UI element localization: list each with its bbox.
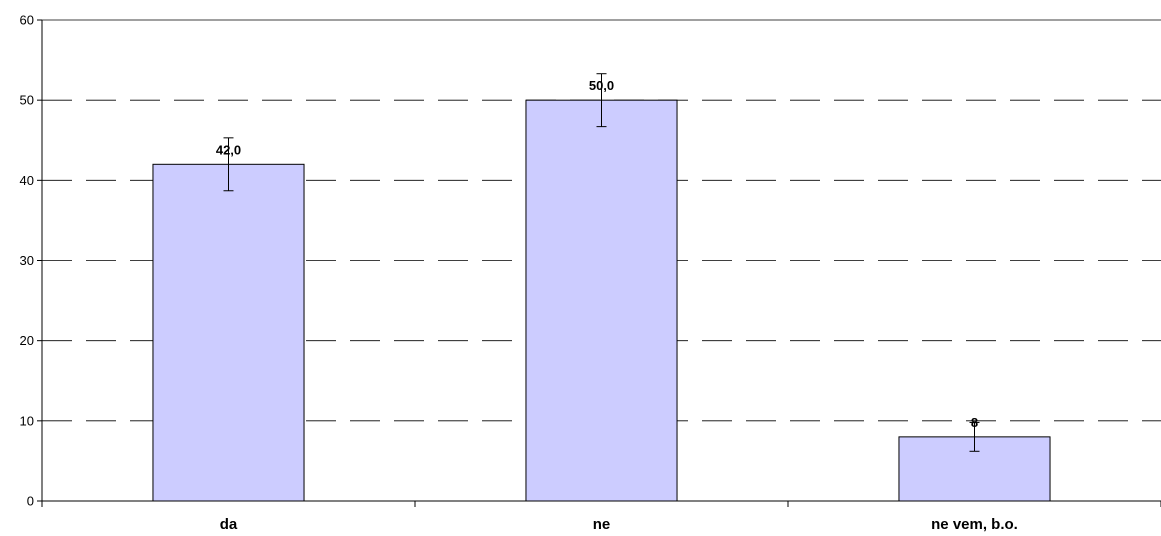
y-tick-label: 20 (20, 333, 34, 348)
data-label: 50,0 (589, 78, 614, 93)
x-category-label: da (220, 516, 238, 533)
y-tick-label: 60 (20, 13, 34, 28)
bar-1 (525, 99, 678, 502)
x-category-label: ne vem, b.o. (931, 516, 1018, 533)
data-label: 42,0 (216, 142, 241, 157)
data-label: 8 (971, 415, 978, 430)
y-tick-label: 10 (20, 413, 34, 428)
bar-0 (152, 163, 305, 502)
y-tick-label: 0 (27, 494, 34, 509)
y-tick-label: 30 (20, 253, 34, 268)
x-category-label: ne (593, 516, 611, 533)
y-tick-label: 50 (20, 93, 34, 108)
y-tick-label: 40 (20, 173, 34, 188)
